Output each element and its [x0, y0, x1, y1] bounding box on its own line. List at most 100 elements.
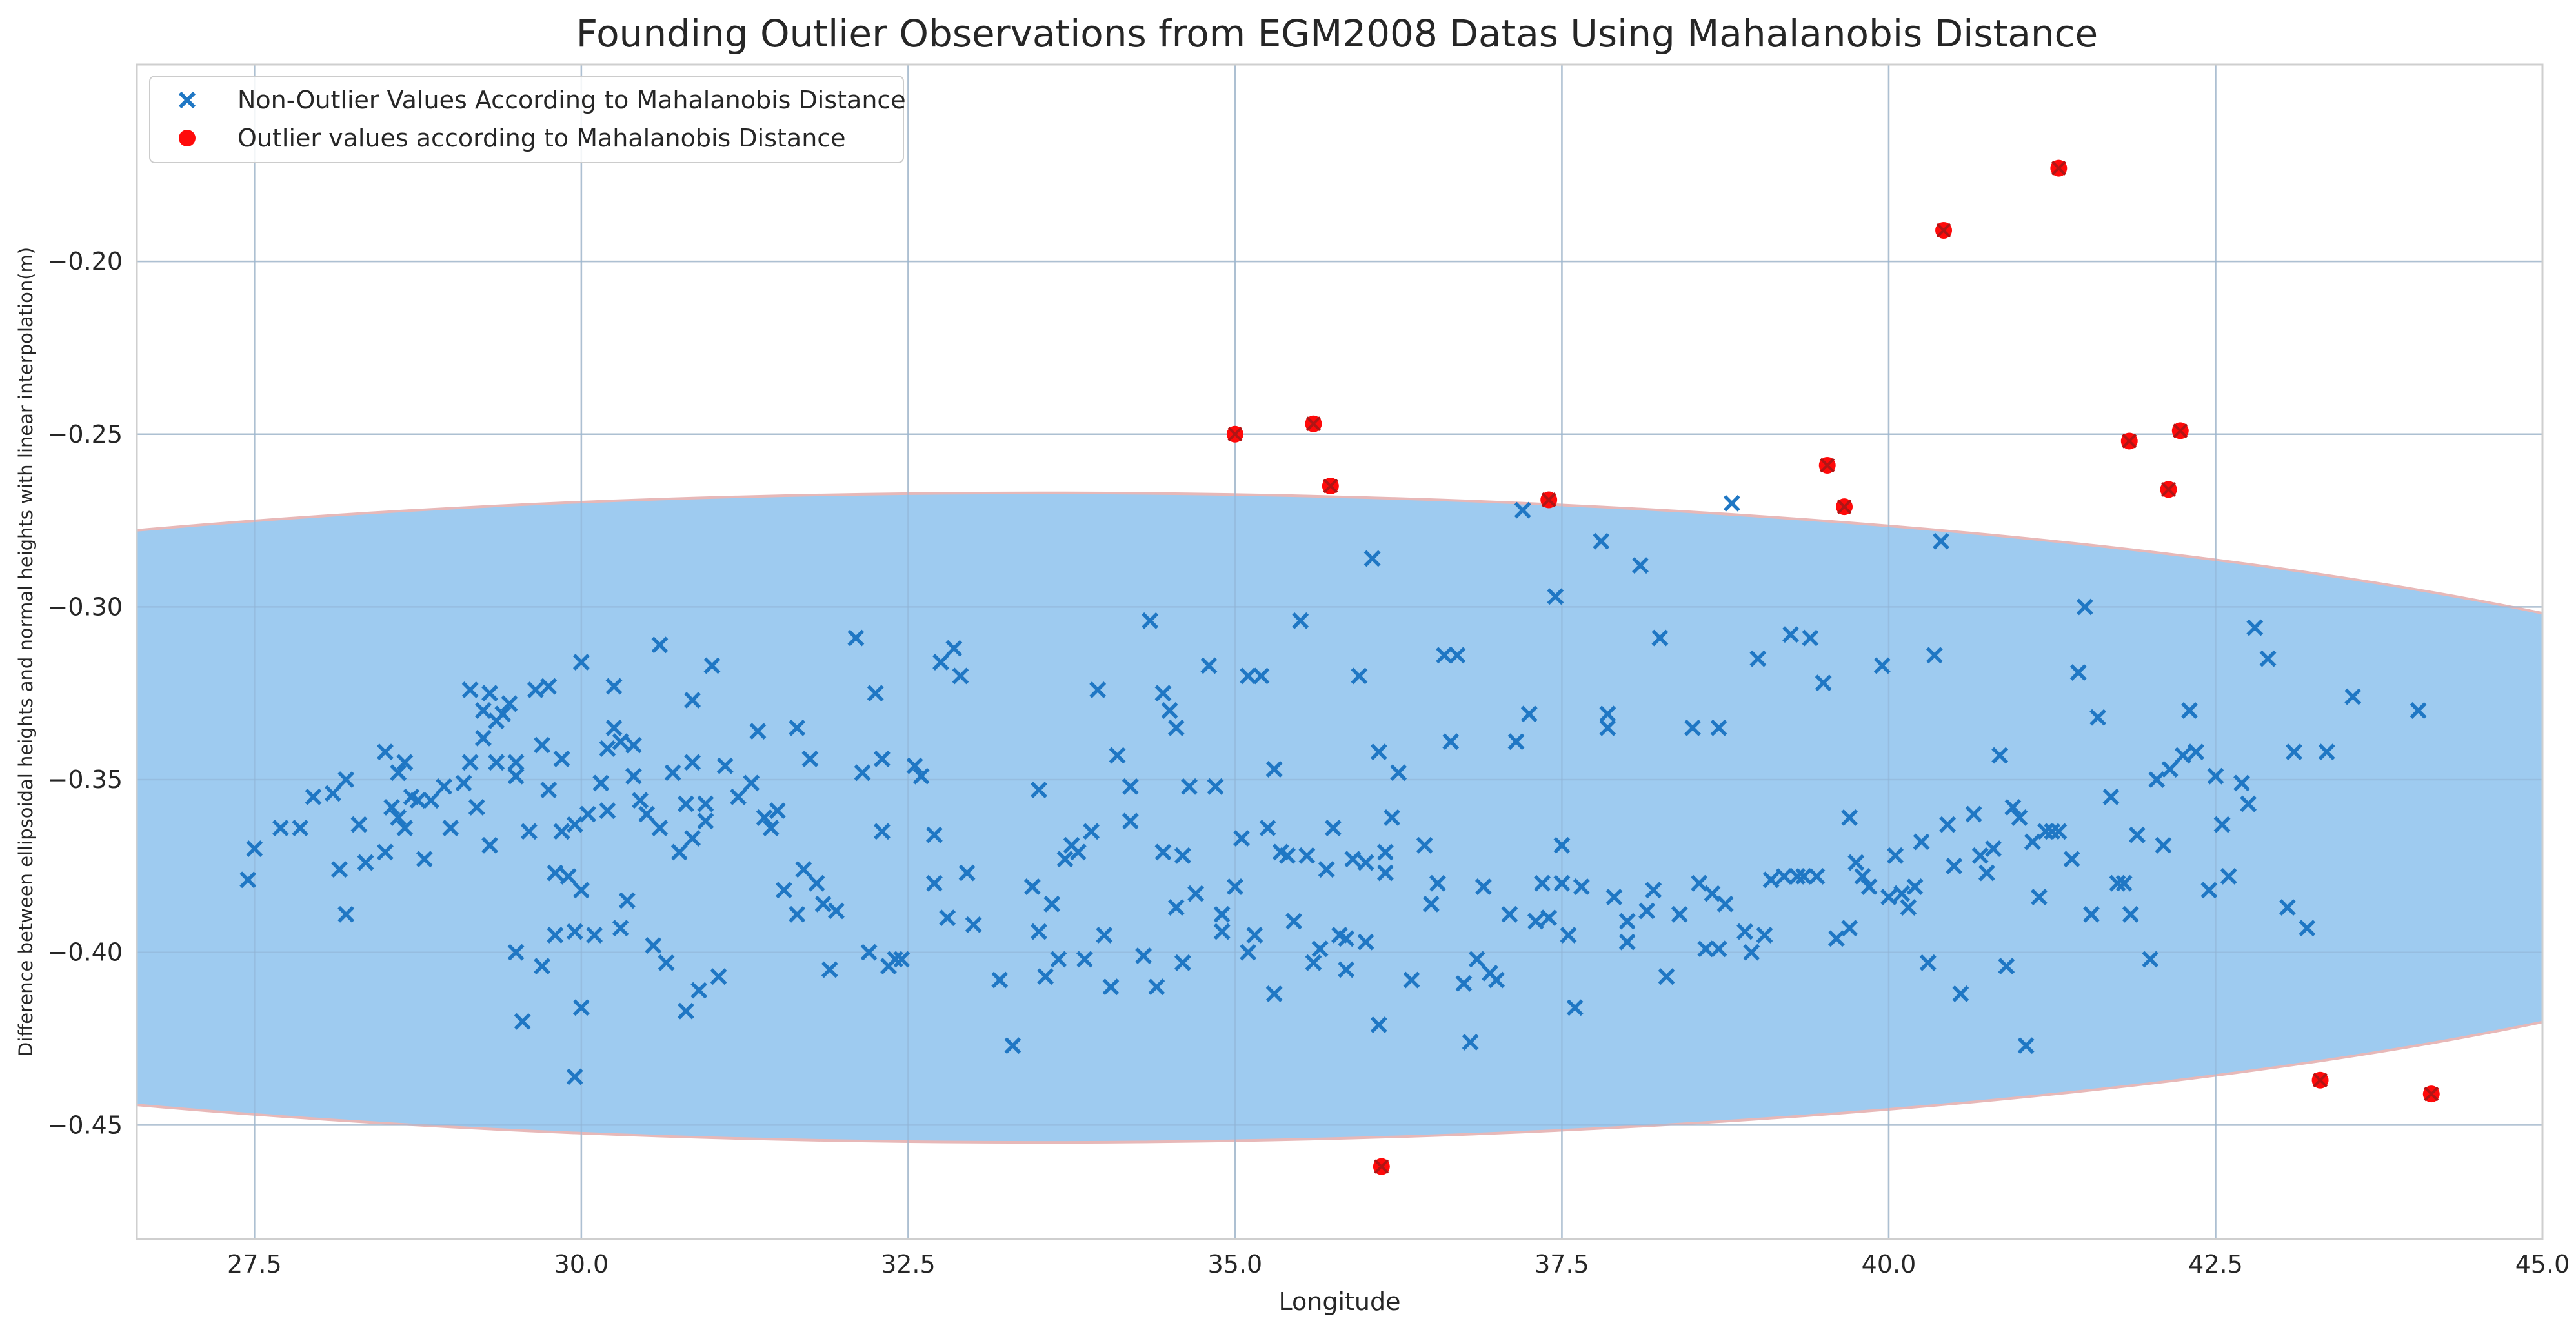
x-mark-stroke: [1384, 809, 1400, 826]
non-outlier-point: [1031, 923, 1047, 940]
non-outlier-point: [1253, 667, 1270, 685]
non-outlier-point: [775, 882, 792, 899]
x-mark-stroke: [579, 805, 596, 823]
non-outlier-point: [1076, 951, 1093, 968]
non-outlier-point: [1370, 743, 1387, 761]
non-outlier-point: [409, 792, 427, 809]
x-mark-stroke: [2142, 951, 2159, 968]
outlier-cross: [1836, 499, 1852, 514]
x-mark-stroke: [2017, 1037, 2035, 1054]
non-outlier-point: [925, 874, 943, 892]
outlier-cross: [1227, 427, 1243, 442]
x-mark-stroke: [1037, 968, 1054, 985]
non-outlier-point: [2240, 795, 2257, 812]
non-outlier-point: [1109, 747, 1126, 764]
x-mark-stroke: [1253, 667, 1270, 685]
x-mark-stroke: [436, 778, 453, 795]
non-outlier-point: [1429, 874, 1446, 892]
x-mark-stroke: [1416, 836, 1433, 854]
non-outlier-point: [678, 795, 694, 812]
x-mark-stroke: [1802, 629, 1819, 647]
non-outlier-point: [1167, 899, 1185, 916]
non-outlier-point: [1716, 895, 1734, 913]
x-mark-stroke: [2076, 598, 2093, 616]
x-mark-stroke: [1089, 681, 1107, 698]
legend-marker-non-outlier-icon: [178, 91, 196, 109]
non-outlier-point: [377, 843, 394, 861]
x-mark-stroke: [572, 882, 590, 899]
x-mark-stroke: [2174, 747, 2191, 764]
non-outlier-point: [1704, 885, 1721, 902]
non-outlier-point: [2076, 598, 2093, 616]
non-outlier-point: [684, 830, 701, 847]
non-outlier-point: [2031, 889, 2048, 906]
non-outlier-point: [801, 750, 819, 767]
x-mark-stroke: [2115, 874, 2133, 892]
x-mark-stroke: [684, 830, 701, 847]
non-outlier-point: [1900, 899, 1917, 916]
non-outlier-point: [2410, 702, 2427, 719]
non-outlier-point: [612, 733, 629, 751]
non-outlier-point: [1083, 823, 1100, 840]
non-outlier-point: [1618, 913, 1636, 930]
non-outlier-point: [1154, 843, 1172, 861]
x-mark-stroke: [612, 733, 629, 751]
x-mark-stroke: [390, 764, 407, 782]
x-mark-stroke: [873, 823, 891, 840]
x-mark-stroke: [553, 823, 570, 840]
non-outlier-point: [932, 654, 949, 671]
non-outlier-point: [1887, 847, 1904, 864]
x-mark-stroke: [1926, 647, 1943, 664]
x-mark-stroke: [638, 805, 656, 823]
x-mark-stroke: [1279, 847, 1296, 864]
non-outlier-point: [2142, 951, 2159, 968]
outlier-point: [1305, 415, 1322, 432]
non-outlier-point: [684, 691, 701, 709]
outlier-point: [1935, 221, 1953, 239]
x-mark-stroke: [1023, 878, 1041, 895]
x-mark-stroke: [1795, 867, 1813, 885]
non-outlier-point: [1507, 733, 1525, 751]
x-mark-stroke: [658, 954, 675, 971]
non-outlier-point: [514, 1013, 531, 1030]
x-mark-stroke: [474, 729, 492, 747]
non-outlier-point: [239, 871, 257, 889]
x-mark-stroke: [1782, 626, 1799, 643]
non-outlier-point: [1357, 854, 1374, 871]
non-outlier-point: [1384, 809, 1400, 826]
x-mark-stroke: [1468, 951, 1485, 968]
x-mark-stroke: [377, 743, 394, 761]
non-outlier-point: [2200, 882, 2218, 899]
non-outlier-point: [756, 809, 773, 826]
x-mark-stroke: [1050, 951, 1067, 968]
non-outlier-point: [442, 820, 459, 836]
x-mark-stroke: [1527, 913, 1544, 930]
non-outlier-point: [357, 854, 374, 871]
non-outlier-point: [2102, 788, 2120, 805]
x-mark-stroke: [1213, 905, 1231, 923]
x-mark-stroke: [1142, 612, 1159, 629]
non-outlier-point: [1161, 702, 1178, 719]
x-mark-stroke: [1553, 874, 1571, 892]
x-mark-stroke: [559, 867, 577, 885]
non-outlier-point: [1827, 930, 1845, 947]
x-mark-stroke: [887, 951, 904, 968]
x-mark-stroke: [2004, 798, 2022, 816]
x-mark-stroke: [2299, 920, 2316, 937]
outlier-point: [1818, 456, 1836, 474]
x-mark-stroke: [1605, 889, 1623, 906]
non-outlier-point: [651, 636, 669, 654]
non-outlier-point: [1037, 968, 1054, 985]
outlier-cross: [2051, 161, 2066, 176]
x-mark-stroke: [1971, 847, 1989, 864]
x-mark-stroke: [2128, 826, 2146, 843]
non-outlier-point: [572, 654, 590, 671]
x-mark-stroke: [1069, 843, 1087, 861]
non-outlier-point: [566, 816, 583, 833]
x-mark-stroke: [1913, 833, 1930, 851]
x-mark-stroke: [1187, 885, 1205, 902]
x-mark-stroke: [547, 864, 564, 882]
non-outlier-point: [534, 736, 551, 754]
x-mark-stroke: [540, 782, 558, 799]
non-outlier-point: [1390, 764, 1407, 782]
